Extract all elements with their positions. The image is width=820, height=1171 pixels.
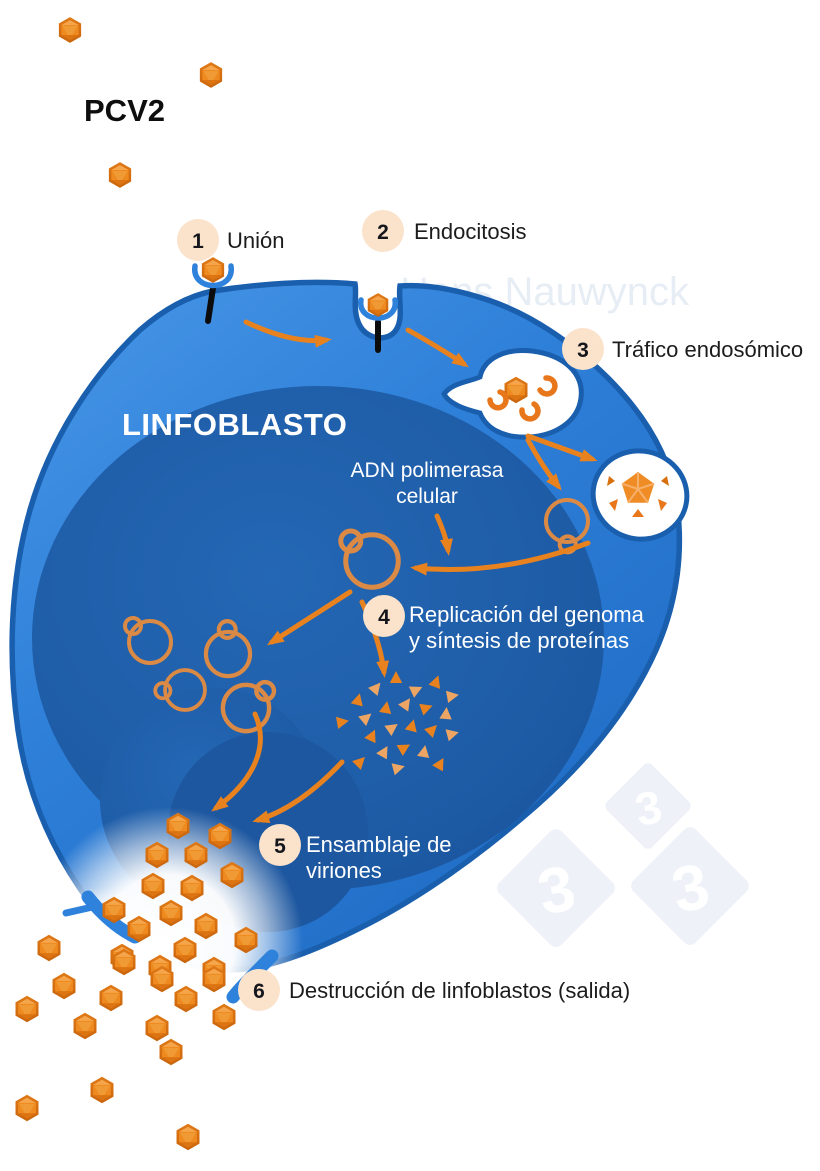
arrow-genomes-to-assembly: [211, 711, 263, 812]
step-3: 3 Tráfico endosómico: [562, 328, 803, 370]
virion-icon: [367, 293, 389, 317]
step-5: 5 Ensamblaje de viriones: [259, 824, 452, 883]
step-label: viriones: [306, 858, 382, 883]
arrow-to-genome-copies: [266, 589, 353, 646]
flow-arrows: [211, 319, 598, 823]
step-badge: [362, 210, 404, 252]
step-number: 6: [253, 980, 265, 1003]
step-2: 2 Endocitosis: [362, 210, 527, 252]
step-badge: [177, 219, 219, 261]
enzyme-crescent-icon: [519, 401, 541, 422]
logo-diamond-right: [631, 827, 749, 945]
late-endosome: [590, 448, 690, 542]
step-4: 4 Replicación del genoma y síntesis de p…: [363, 595, 645, 653]
arrow-polymerase: [434, 513, 453, 556]
virion-icon: [108, 162, 132, 188]
enzyme-crescent-icon: [487, 389, 509, 411]
step-label: Ensamblaje de: [306, 832, 452, 857]
watermark-logo-333: 3 3 3: [497, 763, 749, 947]
step-label: y síntesis de proteínas: [409, 628, 629, 653]
receptor-stalk: [205, 285, 216, 324]
virion-icon: [201, 257, 225, 283]
receptor-cup-icon: [192, 263, 234, 289]
step-badge: [238, 969, 280, 1011]
virion-icon: [176, 1123, 200, 1151]
arrow-binding-to-endocytosis: [243, 319, 332, 348]
enzyme-crescent-icon: [537, 375, 558, 397]
step-number: 2: [377, 221, 389, 244]
early-endosome: [441, 347, 584, 440]
virion-icon: [58, 17, 82, 43]
step-label: Destrucción de linfoblastos (salida): [289, 978, 630, 1003]
step-number: 3: [577, 339, 589, 362]
step-label: Tráfico endosómico: [612, 337, 803, 362]
logo-diamond-small: [605, 763, 691, 849]
receptor-cup-icon: [358, 297, 398, 321]
step-number: 5: [274, 835, 286, 858]
arrow-genome-to-nucleus: [410, 540, 591, 576]
capsid-disassembly-icon: [607, 472, 669, 517]
logo-diamond-left: [497, 829, 615, 947]
arrow-endocytosis-to-endosome: [405, 327, 469, 368]
arrow-endosome-to-genome: [525, 437, 562, 491]
arrow-proteins-to-assembly: [252, 759, 345, 823]
step-label: Unión: [227, 228, 284, 253]
cell-label: LINFOBLASTO: [122, 407, 347, 442]
step-badge: [562, 328, 604, 370]
step-number: 1: [192, 230, 204, 253]
virion-icon: [90, 1076, 114, 1104]
virion-icon: [15, 1094, 39, 1122]
step-6: 6 Destrucción de linfoblastos (salida): [238, 969, 630, 1011]
step-label: Endocitosis: [414, 219, 527, 244]
step-badge: [259, 824, 301, 866]
enzyme-annotation: ADN polimerasa celular: [351, 459, 504, 508]
step-badge: [363, 595, 405, 637]
enzyme-annotation-line2: celular: [396, 485, 458, 508]
step-label: Replicación del genoma: [409, 602, 645, 627]
step-number: 4: [378, 606, 390, 629]
step-1: 1 Unión: [177, 219, 284, 261]
arrow-endosome-to-endosome: [525, 433, 598, 462]
receptor-binding-site: [192, 257, 234, 324]
diagram-title: PCV2: [84, 93, 165, 128]
endocytic-pit: [358, 293, 398, 353]
enzyme-annotation-line1: ADN polimerasa: [351, 459, 504, 482]
virion-icon: [199, 62, 223, 88]
